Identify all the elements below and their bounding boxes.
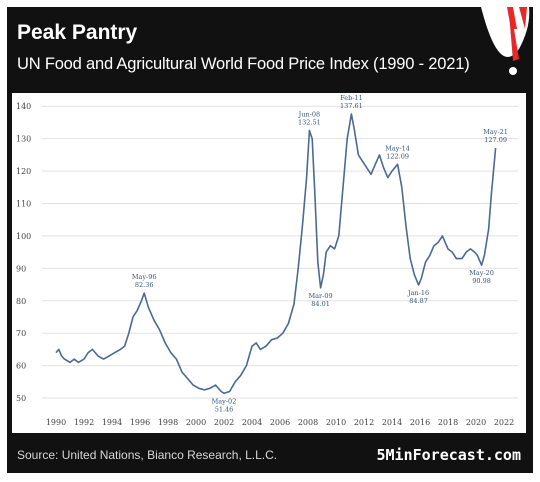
x-tick-label: 2002 <box>214 418 234 427</box>
x-tick-label: 2022 <box>494 418 514 427</box>
y-tick-label: 140 <box>16 102 31 111</box>
y-tick-label: 110 <box>16 200 31 209</box>
x-tick-label: 2006 <box>270 418 290 427</box>
annotation-date: May-21 <box>483 128 508 136</box>
x-tick-label: 2012 <box>354 418 374 427</box>
plot-area: 50 60 70 80 90 100 110 120 130 140 1990 1992 1994 19… <box>12 93 526 433</box>
speedometer-icon <box>481 7 530 75</box>
y-tick-label: 70 <box>16 329 26 338</box>
x-tick-label: 1998 <box>158 418 178 427</box>
x-tick-label: 2000 <box>186 418 206 427</box>
annotation-date: May-14 <box>385 144 410 152</box>
annotation-date: Mar-09 <box>309 292 333 300</box>
chart-subtitle: UN Food and Agricultural World Food Pric… <box>17 55 470 73</box>
annotation-value: 137.61 <box>340 102 363 110</box>
x-tick-label: 2004 <box>242 418 262 427</box>
annotation-date: May-20 <box>469 269 494 277</box>
annotation-value: 84.01 <box>311 300 330 308</box>
line-chart: 50 60 70 80 90 100 110 120 130 140 1990 1992 1994 19… <box>16 94 518 427</box>
x-tick-label: 2014 <box>382 418 402 427</box>
annotation-date: Jun-08 <box>298 111 320 119</box>
source-note: Source: United Nations, Bianco Research,… <box>17 448 278 462</box>
x-tick-label: 1992 <box>74 418 94 427</box>
annotation-value: 90.98 <box>472 277 491 285</box>
annotation-value: 127.09 <box>484 136 507 144</box>
annotation-date: Feb-11 <box>340 94 363 102</box>
x-tick-label: 1996 <box>130 418 150 427</box>
x-tick-label: 2018 <box>438 418 458 427</box>
x-tick-label: 2010 <box>326 418 346 427</box>
annotation-value: 122.09 <box>386 152 409 160</box>
brand-logo: 5MinForecast.com <box>376 446 522 464</box>
y-tick-label: 80 <box>16 297 26 306</box>
chart-frame: Peak Pantry UN Food and Agricultural Wor… <box>7 7 533 473</box>
x-tick-label: 1990 <box>46 418 66 427</box>
chart-title: Peak Pantry <box>17 21 138 44</box>
annotation-value: 82.36 <box>135 281 154 289</box>
annotation-date: May-02 <box>212 397 237 405</box>
x-tick-label: 2016 <box>410 418 430 427</box>
y-tick-label: 60 <box>16 362 26 371</box>
x-tick-label: 2020 <box>466 418 486 427</box>
y-tick-label: 100 <box>16 232 31 241</box>
annotation-value: 132.51 <box>298 119 321 127</box>
annotation-date: Jan-16 <box>407 289 429 297</box>
chart-header: Peak Pantry UN Food and Agricultural Wor… <box>7 7 533 87</box>
y-tick-label: 130 <box>16 135 31 144</box>
chart-footer: Source: United Nations, Bianco Research,… <box>7 439 533 473</box>
y-tick-label: 50 <box>16 394 26 403</box>
annotation-value: 51.46 <box>215 405 234 413</box>
series-line <box>55 113 497 395</box>
y-tick-label: 90 <box>16 264 26 273</box>
annotation-date: May-96 <box>132 273 157 281</box>
x-tick-label: 2008 <box>298 418 318 427</box>
y-tick-label: 120 <box>16 167 31 176</box>
x-tick-label: 1994 <box>102 418 122 427</box>
annotation-value: 84.87 <box>409 297 428 305</box>
